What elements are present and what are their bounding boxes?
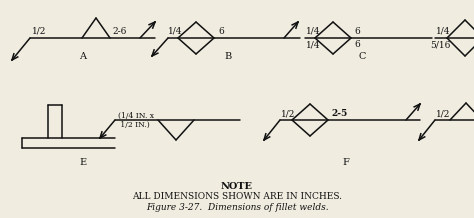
Text: 6: 6 [354,27,360,36]
Text: 1/2: 1/2 [436,109,450,118]
Text: A: A [80,52,86,61]
Text: 1/4: 1/4 [436,27,450,36]
Text: 5/16: 5/16 [430,40,450,49]
Text: 1/2: 1/2 [32,27,46,36]
Text: 2-6: 2-6 [112,27,127,36]
Text: 1/4: 1/4 [306,27,320,36]
Text: 1/4: 1/4 [168,27,182,36]
Text: NOTE: NOTE [221,182,253,191]
Text: C: C [358,52,365,61]
Text: 1/2 IN.): 1/2 IN.) [118,121,150,129]
Text: ALL DIMENSIONS SHOWN ARE IN INCHES.: ALL DIMENSIONS SHOWN ARE IN INCHES. [132,192,342,201]
Text: Figure 3-27.  Dimensions of fillet welds.: Figure 3-27. Dimensions of fillet welds. [146,203,328,212]
Text: 6: 6 [354,40,360,49]
Text: 1/2: 1/2 [281,109,295,118]
Text: 6: 6 [218,27,224,36]
Text: B: B [224,52,232,61]
Text: (1/4 IN. x: (1/4 IN. x [118,112,154,120]
Text: 2-5: 2-5 [331,109,347,118]
Text: 1/4: 1/4 [306,40,320,49]
Text: F: F [343,158,349,167]
Text: E: E [80,158,87,167]
